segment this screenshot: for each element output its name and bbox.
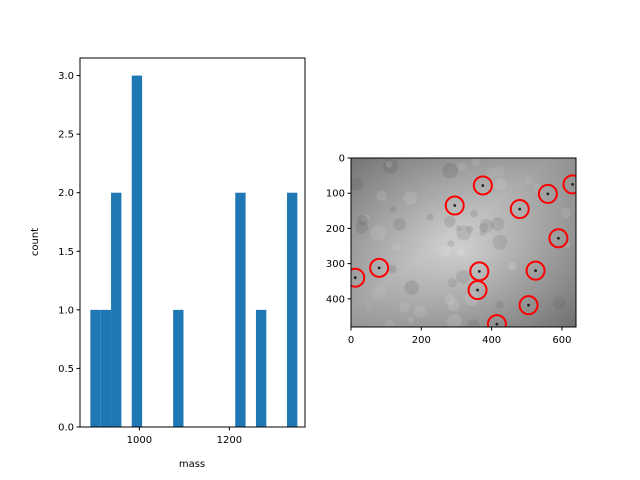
feature-circle xyxy=(472,175,493,196)
feature-circle xyxy=(486,314,507,327)
histogram-bar xyxy=(255,309,267,427)
histogram-y-tick-label: 1.0 xyxy=(58,305,74,316)
feature-dot xyxy=(481,184,485,187)
feature-dot xyxy=(527,303,530,307)
histogram-x-tick-label: 1000 xyxy=(127,435,152,446)
feature-circle xyxy=(525,260,546,281)
histogram-y-tick-label: 1.5 xyxy=(58,247,74,258)
histogram-bar xyxy=(287,192,298,427)
image-y-tick-label: 0 xyxy=(339,154,345,165)
histogram-bar xyxy=(100,309,112,427)
feature-dot xyxy=(476,288,479,292)
feature-dot xyxy=(495,322,499,326)
feature-dot xyxy=(557,236,560,240)
histogram-y-tick-label: 0.5 xyxy=(58,364,74,375)
feature-circle xyxy=(562,174,576,195)
image-x-tick-label: 200 xyxy=(412,335,431,346)
image-x-tick-label: 600 xyxy=(552,335,571,346)
image-y-tick-label: 300 xyxy=(326,259,345,270)
feature-dot xyxy=(477,269,481,273)
histogram-axes-frame xyxy=(79,57,306,428)
histogram-x-tick-label: 1200 xyxy=(217,435,242,446)
image-panel: 0 200 400 600 0 100 200 300 400 xyxy=(326,154,577,346)
feature-circle xyxy=(537,183,558,204)
histogram-bars xyxy=(90,75,298,428)
feature-dot xyxy=(377,266,381,270)
image-x-tick-label: 0 xyxy=(348,335,354,346)
image-y-tick-label: 200 xyxy=(326,224,345,235)
histogram-panel: 1000 1200 0.0 0.5 1.0 1.5 2.0 2.5 3.0 mass coun… xyxy=(30,57,306,470)
feature-circle xyxy=(369,257,390,278)
histogram-y-axis-label: count xyxy=(30,228,41,256)
feature-dot xyxy=(546,192,550,196)
histogram-bar xyxy=(90,309,101,427)
histogram-y-tick-label: 2.5 xyxy=(58,130,74,141)
feature-dot xyxy=(518,207,522,211)
feature-circle xyxy=(467,280,488,301)
feature-dot xyxy=(571,183,574,186)
image-x-ticks: 0 200 400 600 xyxy=(348,327,571,346)
feature-circle xyxy=(518,295,539,316)
feature-dot xyxy=(453,204,457,207)
histogram-x-ticks: 1000 1200 xyxy=(127,427,242,446)
image-y-tick-label: 400 xyxy=(326,294,345,305)
feature-circle xyxy=(548,228,569,249)
feature-dot xyxy=(534,269,537,273)
feature-circle xyxy=(444,195,465,216)
histogram-bar xyxy=(111,192,122,427)
feature-markers xyxy=(351,174,576,327)
histogram-y-ticks: 0.0 0.5 1.0 1.5 2.0 2.5 3.0 xyxy=(58,71,80,434)
feature-dot xyxy=(353,276,357,280)
histogram-y-tick-label: 2.0 xyxy=(58,188,74,199)
histogram-x-axis-label: mass xyxy=(179,459,205,470)
image-y-tick-label: 100 xyxy=(326,189,345,200)
feature-circle xyxy=(509,199,530,220)
histogram-bar xyxy=(235,192,246,427)
histogram-y-tick-label: 3.0 xyxy=(58,71,74,82)
image-x-tick-label: 400 xyxy=(482,335,501,346)
image-y-ticks: 0 100 200 300 400 xyxy=(326,154,351,305)
histogram-y-tick-label: 0.0 xyxy=(58,423,74,434)
histogram-bar xyxy=(173,309,184,427)
image-axes-frame xyxy=(350,157,577,328)
histogram-bar xyxy=(131,75,143,428)
feature-circle xyxy=(351,267,366,288)
